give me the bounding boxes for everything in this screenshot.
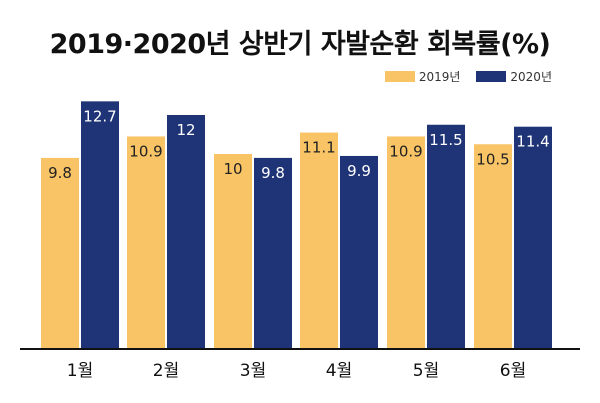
value-label-2020-5: 11.5 [429, 131, 462, 149]
value-label-2019-2: 10.9 [129, 142, 162, 160]
x-tick-label-4: 4월 [326, 361, 352, 381]
bar-2019-1 [41, 157, 79, 349]
legend-label-2020: 2020년 [510, 70, 552, 84]
chart-title: 2019·2020년 상반기 자발순환 회복률(%) [49, 29, 551, 60]
bar-2020-5 [427, 124, 465, 349]
value-label-2020-3: 9.8 [261, 164, 285, 182]
value-label-2020-4: 9.9 [347, 162, 371, 180]
value-label-2020-1: 12.7 [83, 107, 116, 125]
value-label-2019-4: 11.1 [302, 139, 335, 157]
bar-2020-6 [514, 126, 552, 349]
x-tick-label-6: 6월 [500, 361, 526, 381]
legend-label-2019: 2019년 [418, 70, 461, 84]
value-label-2020-6: 11.4 [516, 133, 549, 151]
bar-2020-2 [167, 115, 205, 349]
bar-2019-5 [387, 136, 425, 349]
legend-item-2020: 2020년 [476, 68, 552, 85]
bar-2019-6 [474, 144, 512, 349]
legend-swatch-2020 [476, 71, 507, 82]
bar-2019-3 [214, 154, 252, 349]
bar-2020-3 [254, 157, 292, 349]
x-tick-label-2: 2월 [153, 361, 179, 381]
legend-item-2019: 2019년 [384, 68, 461, 85]
x-tick-label-1: 1월 [67, 361, 93, 381]
x-tick-label-5: 5월 [413, 361, 439, 381]
legend-swatch-2019 [384, 71, 415, 82]
value-label-2019-3: 10 [223, 160, 242, 178]
value-label-2019-1: 9.8 [48, 164, 72, 182]
x-tick-label-3: 3월 [240, 361, 266, 381]
value-label-2019-5: 10.9 [389, 142, 422, 160]
bar-2019-4 [300, 132, 338, 349]
bar-2020-4 [340, 155, 378, 349]
value-label-2020-2: 12 [176, 121, 195, 139]
bar-2020-1 [81, 101, 119, 349]
legend: 2019년 2020년 [377, 68, 552, 85]
value-label-2019-6: 10.5 [476, 150, 509, 168]
bar-2019-2 [127, 136, 165, 349]
